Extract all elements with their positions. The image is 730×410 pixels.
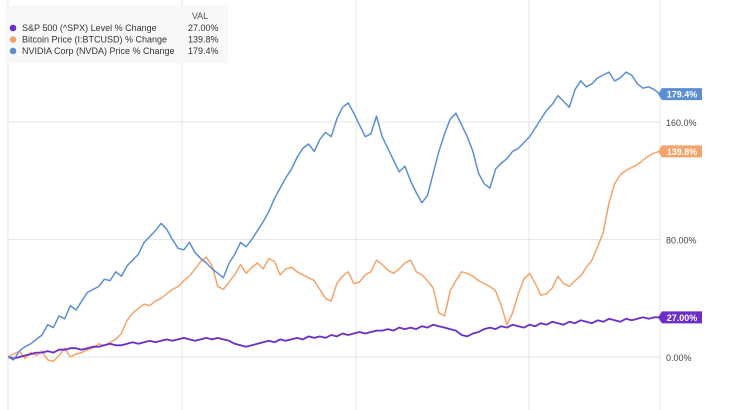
legend-swatch-sp500 [9,24,17,32]
legend-row: Bitcoin Price (I:BTCUSD) % Change 139.8% [9,35,219,45]
y-tick-label: 160.0% [666,118,697,128]
series-lines [7,71,661,363]
grid [7,0,661,410]
y-tick-label: 0.00% [666,353,692,363]
svg-text:27.00%: 27.00% [667,313,698,323]
legend-value-bitcoin: 139.8% [188,35,219,45]
svg-text:179.4%: 179.4% [667,90,698,100]
legend-swatch-bitcoin [9,36,17,43]
legend-row: S&P 500 (^SPX) Level % Change 27.00% [9,23,219,33]
svg-text:139.8%: 139.8% [667,147,698,157]
legend-name-bitcoin: Bitcoin Price (I:BTCUSD) % Change [22,35,167,45]
legend: VAL S&P 500 (^SPX) Level % Change 27.00%… [5,5,228,63]
legend-name-sp500: S&P 500 (^SPX) Level % Change [22,23,157,33]
series-line [7,316,660,360]
series-line [7,71,661,361]
series-end-label: 179.4% [658,88,702,101]
series-line [7,150,661,363]
legend-value-sp500: 27.00% [188,23,219,33]
y-axis-tick-labels: 0.00% 80.00% 160.0% [666,118,697,363]
legend-swatch-nvidia [9,47,17,55]
legend-value-nvidia: 179.4% [188,46,219,56]
series-end-labels: 139.8% 27.00% 179.4% [658,88,702,324]
series-end-label: 139.8% [658,145,702,158]
legend-name-nvidia: NVIDIA Corp (NVDA) Price % Change [22,46,175,56]
series-end-label: 27.00% [658,311,702,324]
y-tick-label: 80.00% [666,236,697,246]
legend-background [5,5,228,63]
legend-header: VAL [192,11,208,21]
legend-row: NVIDIA Corp (NVDA) Price % Change 179.4% [9,46,219,56]
